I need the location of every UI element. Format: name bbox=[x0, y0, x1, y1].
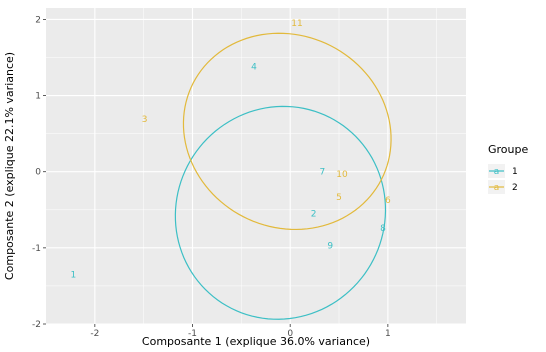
x-tick-label: -2 bbox=[90, 329, 99, 339]
x-axis-ticks: -2 -1 0 1 bbox=[90, 324, 391, 339]
y-tick-label: 0 bbox=[35, 168, 41, 178]
legend-label-1: 1 bbox=[512, 167, 518, 177]
point-label-10: 10 bbox=[336, 170, 348, 180]
ellipse-group-2 bbox=[182, 32, 392, 231]
point-label-8: 8 bbox=[380, 224, 386, 234]
x-tick-label: 0 bbox=[287, 329, 293, 339]
y-axis-title: Composante 2 (explique 22.1% variance) bbox=[3, 52, 16, 280]
legend-key-glyph-1: a bbox=[494, 167, 500, 177]
y-tick-label: 2 bbox=[35, 15, 41, 25]
y-axis-ticks: -2 -1 0 1 2 bbox=[32, 15, 46, 330]
y-tick-label: -1 bbox=[32, 244, 41, 254]
y-tick-label: 1 bbox=[35, 92, 41, 102]
point-label-3: 3 bbox=[142, 115, 148, 125]
point-label-4: 4 bbox=[251, 63, 257, 73]
point-label-5: 5 bbox=[336, 193, 342, 203]
grid-lines bbox=[46, 8, 466, 325]
point-label-6: 6 bbox=[385, 196, 391, 206]
x-tick-label: -1 bbox=[188, 329, 197, 339]
point-label-1: 1 bbox=[70, 271, 76, 281]
point-label-11: 11 bbox=[291, 19, 302, 29]
point-label-2: 2 bbox=[311, 210, 317, 220]
point-label-7: 7 bbox=[320, 168, 326, 178]
legend: Groupe a 1 a 2 bbox=[488, 143, 528, 194]
legend-title: Groupe bbox=[488, 143, 528, 156]
point-label-9: 9 bbox=[327, 242, 333, 252]
ellipse-group-1 bbox=[174, 105, 387, 320]
legend-label-2: 2 bbox=[512, 183, 518, 193]
plot-panel bbox=[46, 8, 466, 324]
x-tick-label: 1 bbox=[385, 329, 391, 339]
point-labels: 1 2 3 4 5 6 7 8 9 10 11 bbox=[70, 19, 391, 280]
legend-key-glyph-2: a bbox=[494, 183, 500, 193]
confidence-ellipses bbox=[174, 32, 392, 320]
x-axis-title: Composante 1 (explique 36.0% variance) bbox=[142, 335, 370, 348]
y-tick-label: -2 bbox=[32, 320, 41, 330]
